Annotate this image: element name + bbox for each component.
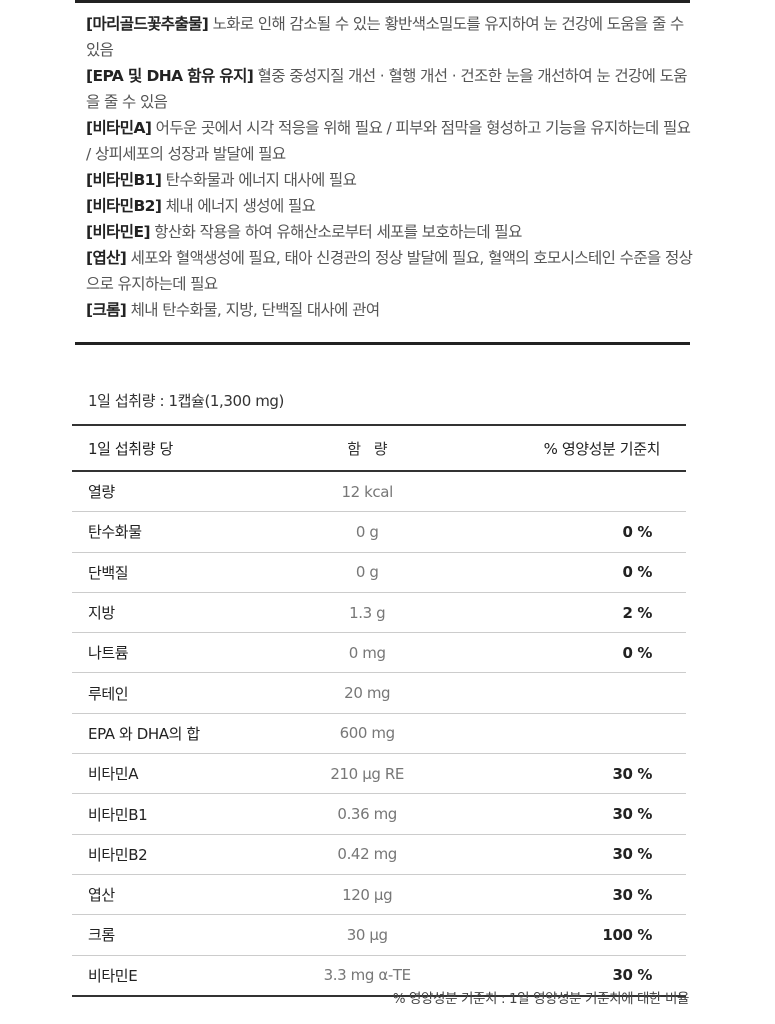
nutrient-name: 크롬 <box>88 926 115 945</box>
table-row: 탄수화물 0 g 0 % <box>72 512 686 553</box>
function-item: [비타민B2] 체내 에너지 생성에 필요 <box>86 193 696 219</box>
nutrient-percent <box>453 673 686 713</box>
nutrient-amount: 30 μg <box>346 925 388 944</box>
nutrient-percent: 0 % <box>622 522 653 541</box>
nutrient-name: 비타민E <box>88 966 138 985</box>
nutrient-percent: 0 % <box>622 563 653 582</box>
nutrient-amount: 3.3 mg α-TE <box>323 966 411 985</box>
section-divider <box>75 342 690 345</box>
function-title: [비타민A] <box>86 119 152 137</box>
nutrient-percent: 30 % <box>612 805 652 824</box>
nutrient-name: 단백질 <box>88 563 129 582</box>
nutrient-name: 비타민B2 <box>88 845 148 864</box>
nutrient-amount: 20 mg <box>344 684 391 703</box>
nutrient-amount: 120 μg <box>342 885 393 904</box>
nutrient-amount: 600 mg <box>339 724 396 743</box>
nutrient-name: 열량 <box>88 483 115 502</box>
nutrient-amount: 1.3 g <box>349 603 386 622</box>
nutrient-percent: 0 % <box>622 643 653 662</box>
nutrient-name: 엽산 <box>88 886 115 905</box>
function-title: [엽산] <box>86 249 127 267</box>
function-title: [마리골드꽃추출물] <box>86 15 209 33</box>
table-row: 비타민A 210 μg RE 30 % <box>72 754 686 794</box>
nutrient-percent: 30 % <box>612 966 652 985</box>
nutrient-amount: 0.42 mg <box>337 845 397 864</box>
nutrient-amount: 0 g <box>355 522 379 541</box>
header-percent: % 영양성분 기준치 <box>543 439 661 458</box>
function-item: [마리골드꽃추출물] 노화로 인해 감소될 수 있는 황반색소밀도를 유지하여 … <box>86 11 696 63</box>
table-header: 1일 섭취량 당 함 량 % 영양성분 기준치 <box>72 425 686 471</box>
table-row: 열량 12 kcal <box>72 471 686 512</box>
function-text: 체내 에너지 생성에 필요 <box>161 197 316 215</box>
nutrient-amount: 210 μg RE <box>330 764 404 783</box>
function-text: 항산화 작용을 하여 유해산소로부터 세포를 보호하는데 필요 <box>149 223 522 241</box>
nutrient-name: 탄수화물 <box>88 523 142 542</box>
header-amount: 함 량 <box>347 439 388 458</box>
table-row: 크롬 30 μg 100 % <box>72 915 686 956</box>
function-item: [EPA 및 DHA 함유 유지] 혈중 중성지질 개선 · 혈행 개선 · 건… <box>86 63 696 115</box>
table-row: 단백질 0 g 0 % <box>72 552 686 593</box>
function-title: [크롬] <box>86 301 127 319</box>
table-row: 나트륨 0 mg 0 % <box>72 633 686 673</box>
function-item: [크롬] 체내 탄수화물, 지방, 단백질 대사에 관여 <box>86 297 696 323</box>
function-item: [비타민B1] 탄수화물과 에너지 대사에 필요 <box>86 167 696 193</box>
nutrient-name: 비타민B1 <box>88 805 148 824</box>
table-row: 비타민E 3.3 mg α-TE 30 % <box>72 955 686 996</box>
function-title: [비타민B1] <box>86 171 162 189</box>
function-text: 어두운 곳에서 시각 적응을 위해 필요 / 피부와 점막을 형성하고 기능을 … <box>86 119 691 163</box>
nutrient-amount: 0 g <box>355 563 379 582</box>
nutrient-amount: 12 kcal <box>341 482 393 501</box>
function-item: [비타민E] 항산화 작용을 하여 유해산소로부터 세포를 보호하는데 필요 <box>86 219 696 245</box>
nutrient-percent: 30 % <box>612 845 652 864</box>
header-serving: 1일 섭취량 당 <box>88 439 173 458</box>
table-row: 루테인 20 mg <box>72 673 686 714</box>
function-text: 노화로 인해 감소될 수 있는 황반색소밀도를 유지하여 눈 건강에 도움을 줄… <box>86 15 684 59</box>
table-row: 엽산 120 μg 30 % <box>72 874 686 915</box>
table-row: 지방 1.3 g 2 % <box>72 592 686 633</box>
table-row: 비타민B2 0.42 mg 30 % <box>72 834 686 875</box>
serving-size: 1일 섭취량 : 1캡슐(1,300 mg) <box>88 392 284 410</box>
nutrient-percent: 2 % <box>622 603 653 622</box>
nutrient-amount: 0.36 mg <box>337 805 397 824</box>
function-title: [EPA 및 DHA 함유 유지] <box>86 67 254 85</box>
functionality-list: [마리골드꽃추출물] 노화로 인해 감소될 수 있는 황반색소밀도를 유지하여 … <box>86 11 696 323</box>
footnote: % 영양성분 기준치 : 1일 영양성분 기준치에 대한 비율 <box>392 991 690 1007</box>
nutrient-percent <box>453 471 686 512</box>
top-divider <box>75 0 690 3</box>
table-row: 비타민B1 0.36 mg 30 % <box>72 794 686 835</box>
nutrient-percent: 30 % <box>612 764 652 783</box>
function-item: [비타민A] 어두운 곳에서 시각 적응을 위해 필요 / 피부와 점막을 형성… <box>86 115 696 167</box>
nutrition-table: 1일 섭취량 당 함 량 % 영양성분 기준치 열량 12 kcal 탄수화물 0 g… <box>72 424 686 997</box>
function-title: [비타민B2] <box>86 197 162 215</box>
nutrient-percent: 30 % <box>612 885 652 904</box>
nutrient-name: EPA 와 DHA의 합 <box>88 724 200 743</box>
table-row: EPA 와 DHA의 합 600 mg <box>72 713 686 754</box>
function-text: 체내 탄수화물, 지방, 단백질 대사에 관여 <box>126 301 380 319</box>
function-text: 혈중 중성지질 개선 · 혈행 개선 · 건조한 눈을 개선하여 눈 건강에 도… <box>86 67 688 111</box>
function-item: [엽산] 세포와 혈액생성에 필요, 태아 신경관의 정상 발달에 필요, 혈액… <box>86 245 696 297</box>
nutrient-name: 지방 <box>88 604 115 623</box>
nutrient-name: 나트륨 <box>88 644 129 663</box>
nutrient-percent <box>453 713 686 753</box>
nutrient-name: 루테인 <box>88 684 129 703</box>
nutrient-percent: 100 % <box>602 925 652 944</box>
nutrient-amount: 0 mg <box>348 643 386 662</box>
function-title: [비타민E] <box>86 223 151 241</box>
function-text: 탄수화물과 에너지 대사에 필요 <box>161 171 357 189</box>
function-text: 세포와 혈액생성에 필요, 태아 신경관의 정상 발달에 필요, 혈액의 호모시… <box>86 249 693 293</box>
nutrient-name: 비타민A <box>88 765 139 784</box>
